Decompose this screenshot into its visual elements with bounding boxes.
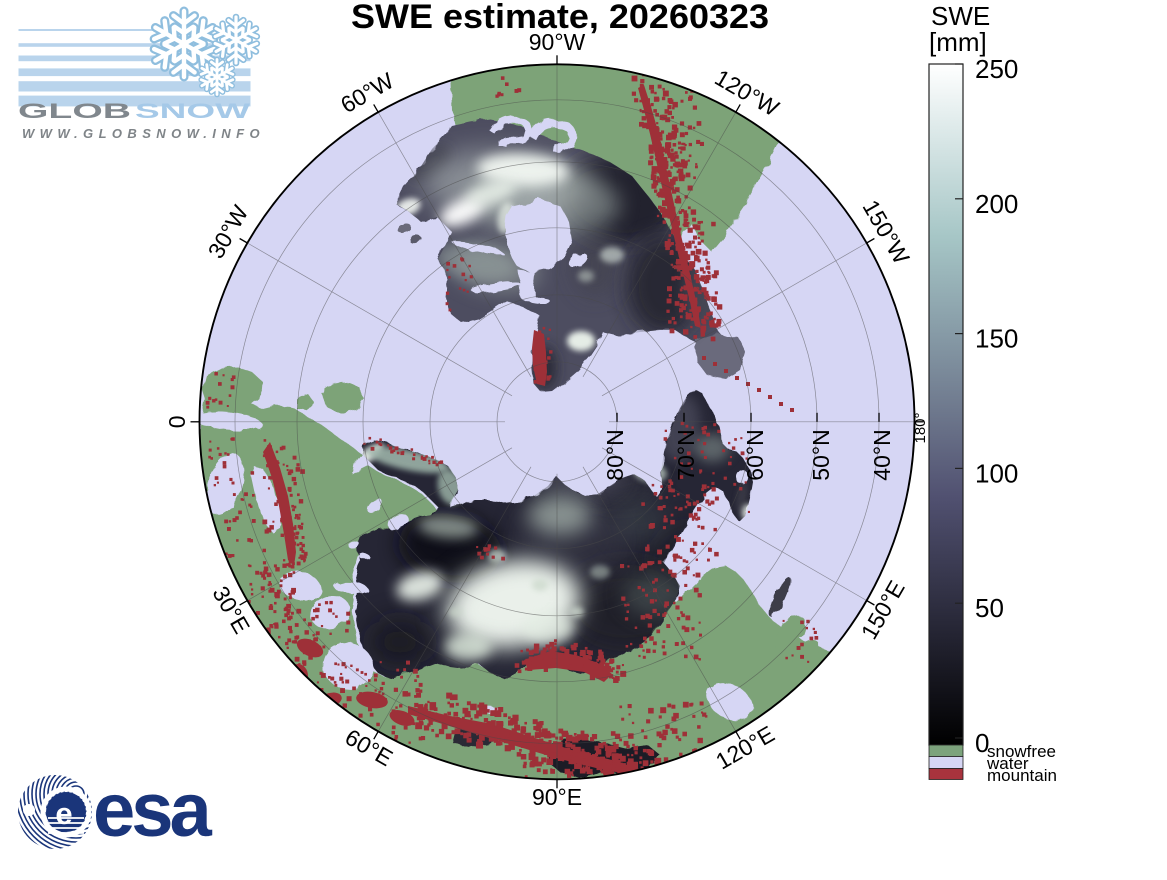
svg-text:SWE: SWE bbox=[931, 1, 990, 31]
svg-text:e: e bbox=[55, 796, 72, 831]
svg-text:[mm]: [mm] bbox=[929, 27, 987, 57]
svg-text:250: 250 bbox=[975, 54, 1018, 84]
svg-text:50°N: 50°N bbox=[808, 429, 834, 480]
svg-text:150: 150 bbox=[975, 324, 1018, 354]
svg-text:SNOW: SNOW bbox=[135, 100, 250, 123]
svg-text:180°: 180° bbox=[912, 412, 929, 443]
svg-text:mountain: mountain bbox=[987, 766, 1057, 785]
svg-text:50: 50 bbox=[975, 593, 1004, 623]
svg-text:SWE estimate, 20260323: SWE estimate, 20260323 bbox=[351, 0, 769, 36]
svg-text:60°N: 60°N bbox=[742, 429, 768, 480]
svg-text:70°N: 70°N bbox=[673, 429, 699, 480]
svg-text:esa: esa bbox=[93, 768, 213, 853]
svg-text:0: 0 bbox=[164, 415, 190, 428]
svg-text:WWW.GLOBSNOW.INFO: WWW.GLOBSNOW.INFO bbox=[22, 126, 265, 141]
svg-text:water: water bbox=[986, 754, 1029, 773]
svg-text:GLOB: GLOB bbox=[18, 100, 131, 123]
svg-text:200: 200 bbox=[975, 189, 1018, 219]
svg-text:90°E: 90°E bbox=[532, 784, 582, 810]
svg-text:80°N: 80°N bbox=[602, 429, 628, 480]
svg-text:0: 0 bbox=[975, 728, 989, 758]
svg-text:100: 100 bbox=[975, 458, 1018, 488]
svg-text:90°W: 90°W bbox=[529, 29, 586, 55]
svg-text:snowfree: snowfree bbox=[987, 742, 1056, 761]
svg-text:40°N: 40°N bbox=[869, 429, 895, 480]
